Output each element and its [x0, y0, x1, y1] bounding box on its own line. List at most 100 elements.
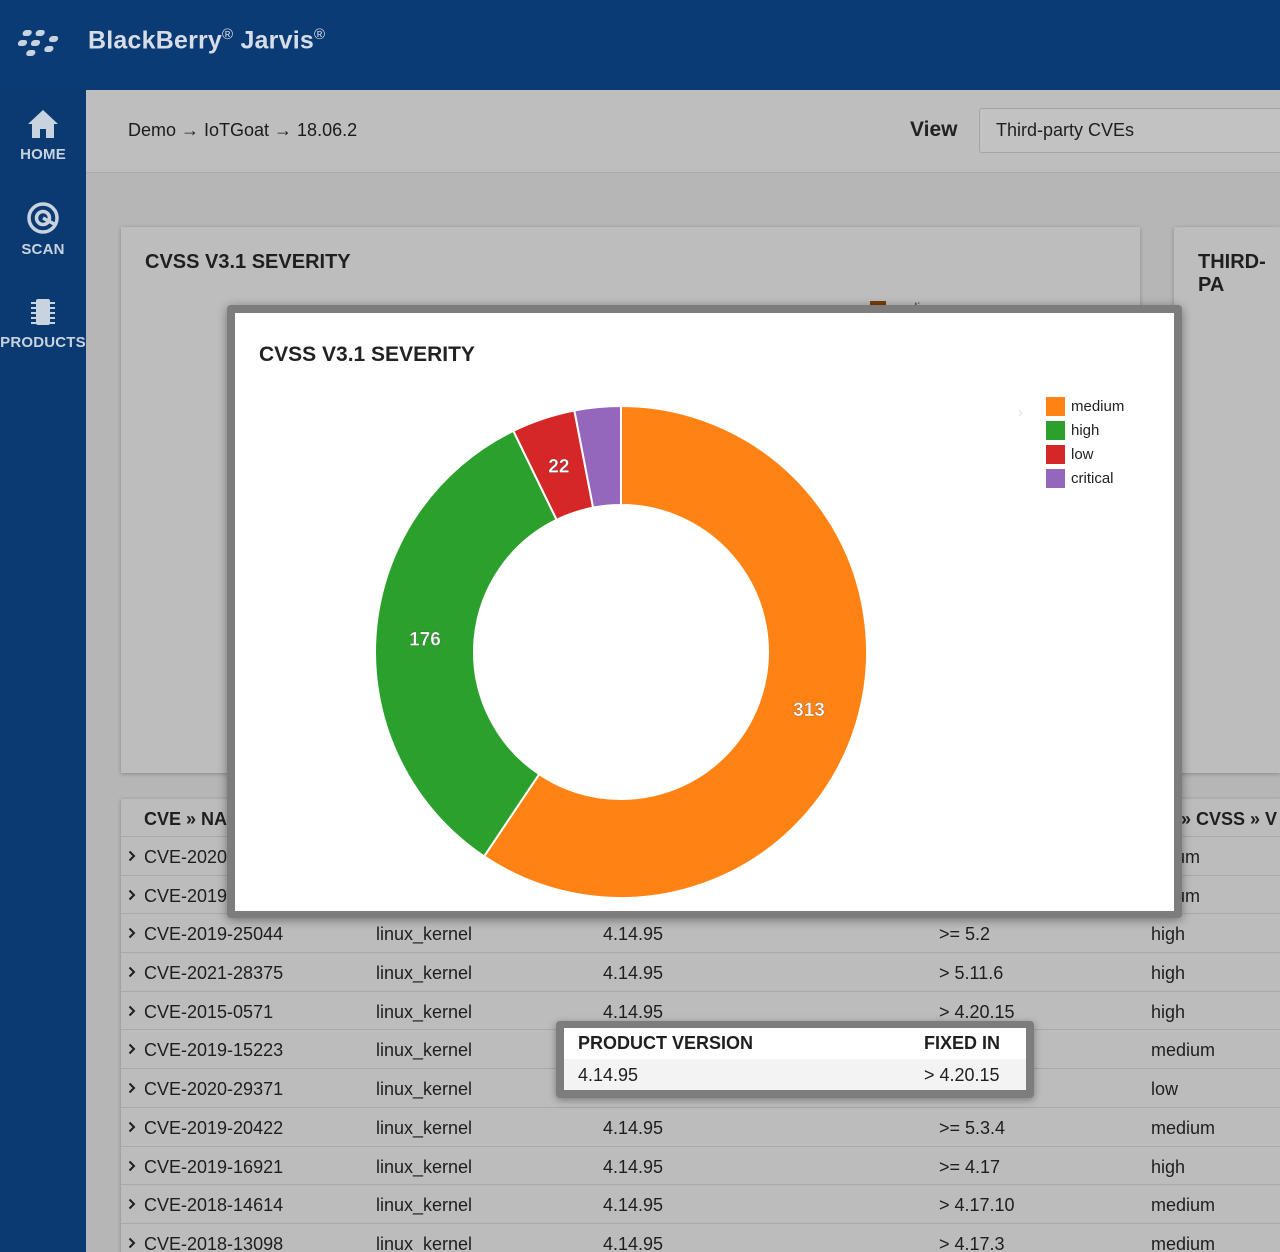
- version-tooltip: PRODUCT VERSION FIXED IN 4.14.95 > 4.20.…: [564, 1028, 1026, 1090]
- cell-fixed-in: > 4.17.3: [939, 1233, 1005, 1252]
- brand-registered-mark: ®: [222, 26, 234, 43]
- cell-severity: high: [1151, 1001, 1186, 1022]
- cell-version: 4.14.95: [603, 963, 664, 984]
- sidebar: HOME SCAN PRODUCTS: [0, 90, 86, 1252]
- legend-swatch: [1046, 421, 1065, 440]
- chart-popup[interactable]: CVSS V3.1 SEVERITY 313 176 22 › medium high…: [235, 313, 1174, 911]
- sidebar-item-home[interactable]: HOME: [0, 108, 86, 188]
- cell-component: linux_kernel: [376, 963, 473, 984]
- top-bar: BlackBerry® Jarvis®: [0, 0, 1280, 90]
- chevron-right-icon[interactable]: [128, 1160, 136, 1172]
- tooltip-product-version: 4.14.95: [578, 1065, 639, 1085]
- chevron-right-icon[interactable]: [128, 1005, 136, 1017]
- cell-component: linux_kernel: [376, 1117, 473, 1138]
- cell-version: 4.14.95: [603, 1156, 664, 1177]
- cell-cve: CVE-2019-25044: [144, 924, 284, 945]
- cell-cve: CVE-2018-13098: [144, 1233, 284, 1252]
- chip-icon: [31, 299, 55, 325]
- cell-severity: medium: [1151, 1040, 1216, 1061]
- product-name: Jarvis: [240, 26, 314, 55]
- donut-slice-medium[interactable]: [482, 404, 868, 899]
- column-header-cvss[interactable]: E » CVSS » V: [1164, 809, 1278, 829]
- cell-fixed-in: > 4.17.10: [939, 1195, 1015, 1216]
- legend-label: critical: [1071, 470, 1114, 487]
- table-row[interactable]: CVE-2021-28375 linux_kernel 4.14.95 > 5.11.…: [121, 953, 1280, 992]
- cell-severity: high: [1151, 924, 1186, 945]
- donut-slice-critical[interactable]: [573, 404, 622, 509]
- cell-version: 4.14.95: [603, 1195, 664, 1216]
- chevron-right-icon[interactable]: [128, 850, 136, 862]
- cell-cve: CVE-2021-28375: [144, 963, 284, 984]
- sidebar-item-label: SCAN: [21, 241, 65, 258]
- legend-label: medium: [1071, 398, 1125, 415]
- chevron-right-icon[interactable]: [128, 966, 136, 978]
- column-header-cve[interactable]: CVE » NAM: [144, 809, 243, 829]
- tooltip-header: PRODUCT VERSION FIXED IN: [564, 1028, 1026, 1059]
- cell-component: linux_kernel: [376, 1233, 473, 1252]
- chevron-right-icon[interactable]: [128, 1237, 136, 1249]
- tooltip-header-fixed-in: FIXED IN: [924, 1033, 1001, 1053]
- chevron-right-icon[interactable]: [128, 1121, 136, 1133]
- slice-label-medium: 313: [793, 700, 825, 721]
- table-header: CVE » NAM E » CVSS » V: [121, 799, 1280, 837]
- legend-swatch: [1046, 445, 1065, 464]
- sidebar-item-scan[interactable]: SCAN: [0, 201, 86, 281]
- cell-fixed-in: >= 4.17: [939, 1156, 1001, 1177]
- cell-severity: high: [1151, 1156, 1186, 1177]
- chevron-right-icon[interactable]: [128, 1198, 136, 1210]
- chevron-right-icon[interactable]: [128, 889, 136, 901]
- cell-cve: CVE-2020-29371: [144, 1079, 284, 1100]
- legend-swatch: [1046, 469, 1065, 488]
- slice-label-low: 22: [548, 457, 569, 478]
- sidebar-item-products[interactable]: PRODUCTS: [0, 296, 86, 376]
- cell-cve: CVE-2020-2: [144, 847, 244, 867]
- breadcrumb-bar: Demo → IoTGoat → 18.06.2 View Third-part…: [86, 90, 1280, 173]
- sidebar-item-label: PRODUCTS: [0, 334, 86, 351]
- third-party-card: THIRD-PA: [1174, 227, 1280, 773]
- view-select[interactable]: Third-party CVEs: [979, 108, 1280, 153]
- tooltip-fixed-in: > 4.20.15: [924, 1065, 1000, 1085]
- table-body: CVE-2020-2ediumCVE-2019-1ediumCVE-2019-2…: [121, 837, 1280, 1252]
- chevron-right-icon[interactable]: [128, 1082, 136, 1094]
- table-row[interactable]: CVE-2018-14614 linux_kernel 4.14.95 > 4.17.…: [121, 1185, 1280, 1224]
- cell-component: linux_kernel: [376, 1001, 473, 1022]
- cell-cve: CVE-2019-15223: [144, 1040, 284, 1061]
- cell-version: 4.14.95: [603, 924, 664, 945]
- breadcrumb[interactable]: Demo → IoTGoat → 18.06.2: [128, 120, 358, 140]
- tooltip-row: 4.14.95 > 4.20.15: [564, 1059, 1026, 1090]
- cell-severity: medium: [1151, 1195, 1216, 1216]
- cell-version: 4.14.95: [603, 1117, 664, 1138]
- card-title: CVSS V3.1 SEVERITY: [145, 251, 351, 273]
- donut-slice-high[interactable]: [374, 429, 558, 858]
- cell-fixed-in: >= 5.2: [939, 924, 991, 945]
- severity-donut-chart: 313 176 22: [374, 404, 868, 899]
- blackberry-logo-icon: [18, 30, 59, 56]
- home-icon: [28, 110, 58, 138]
- slice-label-high: 176: [409, 630, 441, 651]
- cell-fixed-in: > 4.20.15: [939, 1001, 1015, 1022]
- tooltip-header-product-version: PRODUCT VERSION: [578, 1033, 754, 1053]
- sidebar-item-label: HOME: [20, 146, 66, 163]
- cell-version: 4.14.95: [603, 1001, 664, 1022]
- app-brand[interactable]: BlackBerry® Jarvis®: [88, 26, 325, 55]
- view-label: View: [910, 118, 958, 141]
- table-row[interactable]: CVE-2018-13098 linux_kernel 4.14.95 > 4.17.…: [121, 1224, 1280, 1252]
- table-row[interactable]: CVE-2019-25044 linux_kernel 4.14.95 >= 5.2 h…: [121, 914, 1280, 954]
- chevron-right-icon[interactable]: [128, 1043, 136, 1055]
- cell-cve: CVE-2019-1: [144, 885, 244, 906]
- chevron-right-icon[interactable]: [128, 927, 136, 939]
- table-row[interactable]: CVE-2019-16921 linux_kernel 4.14.95 >= 4.17…: [121, 1147, 1280, 1186]
- cell-severity: medium: [1151, 1233, 1216, 1252]
- cell-component: linux_kernel: [376, 1040, 473, 1061]
- table-row[interactable]: CVE-2019-20422 linux_kernel 4.14.95 >= 5.3.…: [121, 1108, 1280, 1147]
- product-registered-mark: ®: [313, 26, 326, 43]
- cell-component: linux_kernel: [376, 924, 473, 945]
- cell-cve: CVE-2019-16921: [144, 1156, 284, 1177]
- cell-severity: high: [1151, 963, 1186, 984]
- card-title: THIRD-PA: [1198, 251, 1266, 296]
- cell-severity: low: [1151, 1079, 1179, 1100]
- chart-title: CVSS V3.1 SEVERITY: [259, 343, 475, 366]
- cell-cve: CVE-2019-20422: [144, 1117, 284, 1138]
- legend-swatch: [1046, 397, 1065, 416]
- cell-fixed-in: >= 5.3.4: [939, 1117, 1006, 1138]
